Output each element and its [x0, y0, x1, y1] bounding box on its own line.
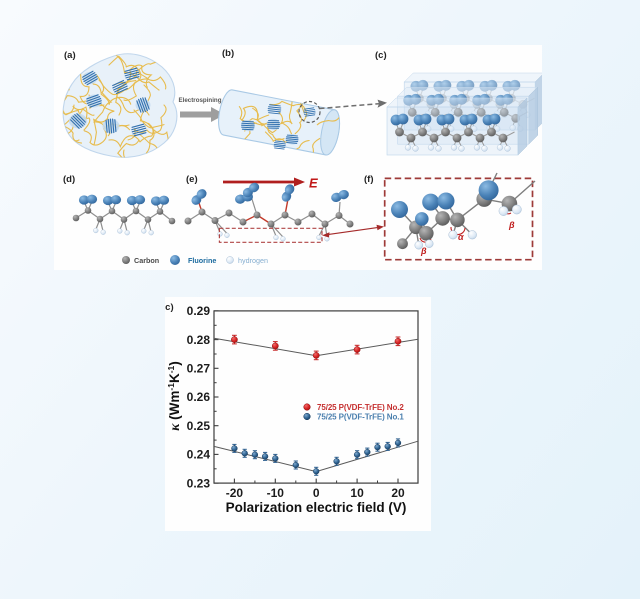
svg-text:0.23: 0.23 — [187, 476, 211, 490]
svg-text:(a): (a) — [64, 50, 76, 61]
svg-text:hydrogen: hydrogen — [238, 256, 268, 265]
svg-text:0.29: 0.29 — [187, 304, 211, 318]
svg-text:75/25 P(VDF-TrFE) No.1: 75/25 P(VDF-TrFE) No.1 — [317, 413, 404, 422]
svg-text:(d): (d) — [63, 174, 75, 185]
svg-text:E: E — [309, 176, 318, 191]
svg-text:Carbon: Carbon — [134, 256, 159, 265]
svg-text:0: 0 — [313, 486, 320, 500]
svg-text:α: α — [458, 232, 464, 242]
svg-text:0.26: 0.26 — [187, 390, 211, 404]
svg-text:(c): (c) — [375, 50, 387, 61]
svg-text:-10: -10 — [267, 486, 285, 500]
svg-text:0.25: 0.25 — [187, 419, 211, 433]
svg-text:10: 10 — [350, 486, 364, 500]
svg-text:75/25 P(VDF-TrFE) No.2: 75/25 P(VDF-TrFE) No.2 — [317, 403, 404, 412]
svg-text:0.24: 0.24 — [187, 448, 211, 462]
svg-text:-20: -20 — [226, 486, 244, 500]
svg-text:(c): (c) — [165, 302, 174, 313]
svg-text:20: 20 — [391, 486, 405, 500]
svg-text:Polarization electric field (V: Polarization electric field (V) — [226, 500, 407, 515]
svg-text:0.27: 0.27 — [187, 362, 211, 376]
svg-text:κ (Wm-1K-1): κ (Wm-1K-1) — [166, 361, 182, 431]
svg-text:0.28: 0.28 — [187, 333, 211, 347]
svg-text:Electrospining: Electrospining — [179, 97, 222, 104]
svg-text:(b): (b) — [222, 48, 234, 59]
svg-text:Fluorine: Fluorine — [188, 256, 216, 265]
svg-text:β: β — [420, 246, 427, 256]
svg-text:β: β — [508, 220, 515, 230]
svg-text:(e): (e) — [186, 174, 198, 185]
svg-text:(f): (f) — [364, 174, 374, 185]
